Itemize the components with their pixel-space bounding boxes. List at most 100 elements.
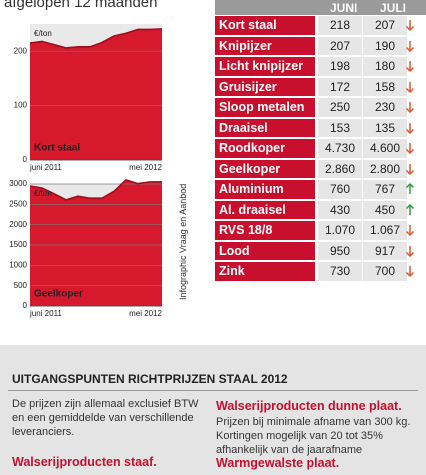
x-tick-label: juni 2011	[29, 309, 62, 318]
footer-title: UITGANGSPUNTEN RICHTPRIJZEN STAAL 2012	[12, 372, 288, 386]
arrow	[405, 40, 415, 52]
table-row: Knipijzer 207 190	[215, 36, 426, 57]
metal-name: Aluminium	[215, 180, 315, 199]
price-june: 1.070	[318, 221, 362, 240]
table-row: Kort staal 218 207	[215, 15, 426, 36]
price-july: 230	[363, 98, 407, 117]
arrow	[405, 266, 415, 277]
price-june: 153	[318, 118, 362, 137]
column-header: JUNI	[330, 1, 358, 15]
x-tick-label: mei 2012	[129, 163, 162, 172]
table-row: Geelkoper 2.860 2.800	[215, 159, 426, 180]
heading: Warmgewalste plaat.	[216, 456, 340, 470]
paragraph: De prijzen zijn allemaal exclusief BTW e…	[12, 398, 199, 438]
footer: UITGANGSPUNTEN RICHTPRIJZEN STAAL 2012 D…	[0, 345, 426, 475]
price-june: 172	[318, 77, 362, 96]
price-june: 950	[318, 241, 362, 260]
table-header: JUNI JULI	[215, 0, 426, 15]
trend-arrow	[405, 183, 415, 194]
arrow	[405, 122, 415, 134]
x-tick-label: juni 2011	[29, 163, 62, 172]
trend-arrow	[405, 40, 415, 52]
table-row: RVS 18/8 1.070 1.067	[215, 220, 426, 241]
metal-name: Gruisijzer	[215, 77, 315, 96]
chart: 0 500 1000 1500 2000 2500 3000 €/ton Geelkoper ju…	[9, 179, 163, 318]
chart: 0 100 200 €/ton Kort staal juni 2011 mei 2012	[14, 24, 163, 172]
table-row: Gruisijzer 172 158	[215, 77, 426, 98]
y-tick-label: 0	[23, 155, 28, 164]
price-july: 700	[363, 262, 407, 281]
y-tick-label: 2000	[9, 220, 27, 229]
metal-name: Draaisel	[215, 118, 315, 137]
price-june: 730	[318, 262, 362, 281]
trend-arrow	[405, 122, 415, 134]
price-june: 218	[318, 16, 362, 35]
price-july: 158	[363, 77, 407, 96]
trend-arrow	[405, 225, 415, 236]
y-tick-label: 1500	[9, 240, 27, 249]
price-june: 250	[318, 98, 362, 117]
metal-name: Zink	[215, 262, 315, 281]
heading: Walserijproducten staaf.	[12, 455, 157, 469]
price-june: 207	[318, 36, 362, 55]
column-header: JULI	[380, 1, 407, 15]
unit-label: €/ton	[34, 189, 52, 198]
y-tick-label: 1000	[9, 260, 27, 269]
trend-arrow	[405, 245, 415, 257]
y-tick-label: 3000	[9, 179, 27, 188]
y-tick-label: 2500	[9, 199, 27, 208]
y-tick-label: 100	[14, 101, 28, 110]
table-row: Sloop metalen 250 230	[215, 97, 426, 118]
table-row: Al. draaisel 430 450	[215, 200, 426, 221]
arrow	[405, 20, 415, 31]
metal-name: RVS 18/8	[215, 221, 315, 240]
table-row: Aluminium 760 767	[215, 179, 426, 200]
area	[30, 28, 162, 161]
table-row: Draaisel 153 135	[215, 118, 426, 139]
price-july: 917	[363, 241, 407, 260]
price-june: 430	[318, 200, 362, 219]
line	[29, 28, 163, 49]
series-label: Kort staal	[34, 143, 80, 154]
y-tick-label: 200	[14, 46, 28, 55]
price-june: 760	[318, 180, 362, 199]
table-row: Lood 950 917	[215, 241, 426, 262]
price-july: 207	[363, 16, 407, 35]
y-tick-label: 500	[14, 281, 28, 290]
metal-name: Licht knipijzer	[215, 57, 315, 76]
table-row: Licht knipijzer 198 180	[215, 56, 426, 77]
paragraph: Prijzen bij minimale afname van 300 kg. …	[216, 416, 411, 456]
trend-arrow	[405, 102, 415, 113]
title: afgelopen 12 maanden	[4, 0, 158, 11]
price-july: 1.067	[363, 221, 407, 240]
table-row: Roodkoper 4.730 4.600	[215, 138, 426, 159]
credit: Infographic Vraag en Aanbod	[178, 183, 188, 300]
metal-name: Al. draaisel	[215, 200, 315, 219]
price-july: 450	[363, 200, 407, 219]
divider	[8, 390, 418, 391]
trend-arrow	[405, 143, 415, 154]
arrow	[405, 143, 415, 154]
trend-arrow	[405, 61, 415, 72]
area	[30, 179, 162, 306]
table-row: Zink 730 700	[215, 261, 426, 282]
unit-label: €/ton	[34, 29, 52, 38]
metal-name: Knipijzer	[215, 36, 315, 55]
price-june: 2.860	[318, 159, 362, 178]
line	[29, 179, 162, 201]
arrow	[405, 183, 415, 194]
price-june: 4.730	[318, 139, 362, 158]
trend-arrow	[405, 266, 415, 277]
series-label: Geelkoper	[34, 289, 83, 300]
trend-arrow	[405, 81, 415, 93]
price-july: 2.800	[363, 159, 407, 178]
arrow	[405, 163, 415, 175]
price-july: 767	[363, 180, 407, 199]
price-june: 198	[318, 57, 362, 76]
arrow	[405, 203, 415, 215]
arrow	[405, 245, 415, 257]
arrow	[405, 81, 415, 93]
arrow	[405, 61, 415, 72]
x-tick-label: mei 2012	[129, 309, 162, 318]
